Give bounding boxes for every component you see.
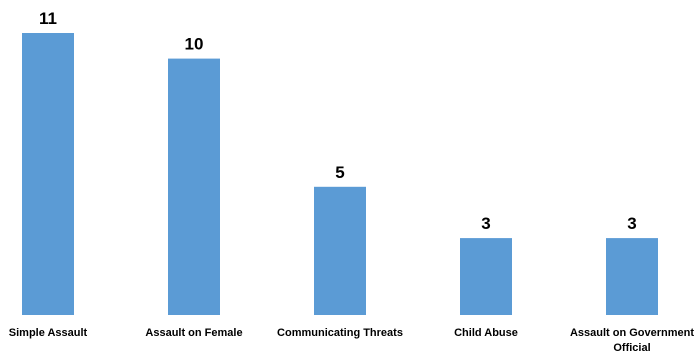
data-label-simple-assault: 11	[39, 9, 57, 28]
bar-communicating-threats	[314, 186, 366, 315]
value-labels-layer: 11 10 5 3 3	[39, 9, 637, 233]
data-label-assault-on-female: 10	[185, 35, 204, 54]
bar-assault-on-government-official	[606, 238, 658, 315]
bar-child-abuse	[460, 238, 512, 315]
category-label-assault-on-female: Assault on Female	[145, 327, 242, 339]
data-label-assault-on-government-official: 3	[627, 214, 636, 233]
bars-layer	[22, 33, 658, 315]
category-label-simple-assault: Simple Assault	[9, 327, 88, 339]
category-label-communicating-threats: Communicating Threats	[277, 327, 403, 339]
data-label-child-abuse: 3	[481, 214, 490, 233]
data-label-communicating-threats: 5	[335, 163, 344, 182]
bar-simple-assault	[22, 33, 74, 315]
category-label-child-abuse: Child Abuse	[454, 327, 518, 339]
category-label-assault-on-government-official: Assault on Government Official	[570, 327, 694, 354]
bar-assault-on-female	[168, 58, 220, 315]
category-labels-layer: Simple Assault Assault on Female Communica…	[9, 327, 695, 354]
